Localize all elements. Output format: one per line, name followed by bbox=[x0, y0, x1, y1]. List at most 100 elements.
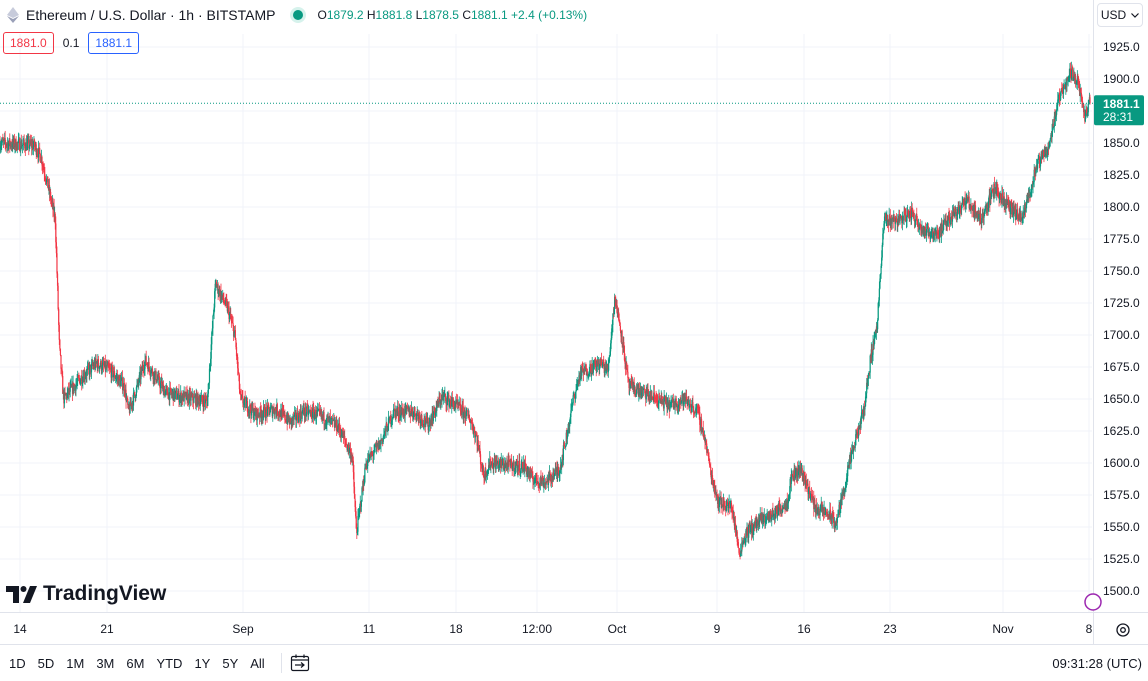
event-marker-icon[interactable] bbox=[1085, 594, 1101, 610]
tradingview-logo[interactable]: TradingView bbox=[6, 582, 166, 606]
sell-button[interactable]: 1881.0 bbox=[3, 32, 54, 54]
candle-body bbox=[980, 214, 981, 222]
candle-body bbox=[22, 145, 23, 146]
candle-body bbox=[40, 154, 41, 162]
candle-body bbox=[273, 408, 274, 413]
candle-body bbox=[766, 520, 767, 521]
candle-body bbox=[1037, 160, 1038, 169]
candle-body bbox=[60, 355, 61, 369]
symbol-title[interactable]: Ethereum / U.S. Dollar · 1h · BITSTAMP bbox=[26, 7, 275, 23]
ethereum-icon bbox=[6, 7, 20, 23]
candle-body bbox=[134, 392, 135, 395]
chevron-down-icon bbox=[1131, 13, 1139, 18]
bid-ask-spread: 1881.0 0.1 1881.1 bbox=[3, 32, 139, 54]
candle-body bbox=[193, 397, 194, 403]
y-tick-label: 1625.0 bbox=[1103, 424, 1140, 438]
range-5y-button[interactable]: 5Y bbox=[216, 656, 244, 671]
market-status-dot bbox=[293, 10, 303, 20]
range-1d-button[interactable]: 1D bbox=[0, 656, 32, 671]
y-tick-label: 1525.0 bbox=[1103, 552, 1140, 566]
candle-body bbox=[738, 542, 739, 548]
ohlc-values: O1879.2 H1881.8 L1878.5 C1881.1 +2.4 (+0… bbox=[317, 8, 587, 22]
candle-body bbox=[708, 456, 709, 459]
close-value: 1881.1 bbox=[471, 8, 508, 22]
candle-body bbox=[98, 359, 99, 366]
x-tick-label: 9 bbox=[714, 622, 721, 636]
candle-body bbox=[882, 245, 883, 257]
x-tick-label: 21 bbox=[100, 622, 114, 636]
candle-body bbox=[978, 213, 979, 219]
candle-body bbox=[268, 405, 269, 409]
candle-body bbox=[814, 500, 815, 508]
currency-label: USD bbox=[1101, 8, 1126, 22]
candle-body bbox=[284, 412, 285, 420]
range-5d-button[interactable]: 5D bbox=[32, 656, 61, 671]
range-6m-button[interactable]: 6M bbox=[120, 656, 150, 671]
x-tick-label: 14 bbox=[13, 622, 27, 636]
candle-body bbox=[879, 289, 880, 301]
range-1y-button[interactable]: 1Y bbox=[188, 656, 216, 671]
candle-body bbox=[1056, 110, 1057, 115]
y-tick-label: 1850.0 bbox=[1103, 136, 1140, 150]
y-tick-label: 1675.0 bbox=[1103, 360, 1140, 374]
tradingview-logo-text: TradingView bbox=[43, 582, 166, 606]
candle-body bbox=[563, 445, 564, 460]
currency-selector[interactable]: USD bbox=[1097, 3, 1143, 27]
utc-clock[interactable]: 09:31:28 (UTC) bbox=[1052, 645, 1142, 681]
candle-body bbox=[58, 286, 59, 309]
open-value: 1879.2 bbox=[327, 8, 364, 22]
go-to-date-icon[interactable] bbox=[290, 654, 310, 672]
candle-body bbox=[512, 466, 513, 471]
candle-body bbox=[361, 502, 362, 507]
y-tick-label: 1500.0 bbox=[1103, 584, 1140, 598]
range-3m-button[interactable]: 3M bbox=[90, 656, 120, 671]
spread-value: 0.1 bbox=[63, 36, 80, 50]
y-tick-label: 1725.0 bbox=[1103, 296, 1140, 310]
candle-body bbox=[106, 365, 107, 368]
price-chart[interactable]: 1500.0 1525.0 1550.0 1575.0 1600.0 1625.0 1650… bbox=[0, 0, 1148, 644]
change-value: +2.4 (+0.13%) bbox=[511, 8, 587, 22]
candle-body bbox=[1088, 104, 1089, 112]
candle-body bbox=[551, 476, 552, 480]
candle-body bbox=[167, 389, 168, 395]
candle-body bbox=[891, 219, 892, 224]
range-ytd-button[interactable]: YTD bbox=[150, 656, 188, 671]
candle-body bbox=[246, 403, 247, 408]
y-tick-label: 1650.0 bbox=[1103, 392, 1140, 406]
candle-body bbox=[864, 406, 865, 409]
symbol-legend: Ethereum / U.S. Dollar · 1h · BITSTAMP O… bbox=[6, 6, 587, 24]
candle-body bbox=[323, 412, 324, 424]
range-all-button[interactable]: All bbox=[244, 656, 270, 671]
candle-body bbox=[915, 220, 916, 221]
x-tick-label: 12:00 bbox=[522, 622, 552, 636]
date-range-buttons: 1D 5D 1M 3M 6M YTD 1Y 5Y All bbox=[0, 645, 310, 681]
candle-body bbox=[59, 340, 60, 349]
candle-body bbox=[414, 407, 415, 414]
candle-body bbox=[949, 217, 950, 223]
range-1m-button[interactable]: 1M bbox=[60, 656, 90, 671]
y-tick-label: 1825.0 bbox=[1103, 168, 1140, 182]
x-tick-label: 18 bbox=[449, 622, 463, 636]
y-tick-label: 1925.0 bbox=[1103, 40, 1140, 54]
candle-body bbox=[212, 316, 213, 329]
candle-body bbox=[525, 463, 526, 468]
y-tick-label: 1750.0 bbox=[1103, 264, 1140, 278]
candle-body bbox=[573, 395, 574, 403]
candle-body bbox=[636, 389, 637, 394]
x-tick-label: Sep bbox=[232, 622, 254, 636]
y-tick-label: 1600.0 bbox=[1103, 456, 1140, 470]
candle-body bbox=[102, 363, 103, 370]
x-tick-label: 23 bbox=[883, 622, 897, 636]
x-tick-label: 11 bbox=[363, 622, 376, 636]
settings-gear-icon[interactable] bbox=[1117, 624, 1129, 636]
x-tick-label: Nov bbox=[992, 622, 1013, 636]
candle-body bbox=[47, 177, 48, 188]
candle-body bbox=[626, 363, 627, 369]
buy-button[interactable]: 1881.1 bbox=[88, 32, 139, 54]
x-tick-label: 8 bbox=[1086, 622, 1093, 636]
candle-body bbox=[590, 365, 591, 374]
candle-body bbox=[519, 461, 520, 473]
candle-body bbox=[513, 461, 514, 472]
candle-body bbox=[146, 356, 147, 364]
y-tick-label: 1800.0 bbox=[1103, 200, 1140, 214]
